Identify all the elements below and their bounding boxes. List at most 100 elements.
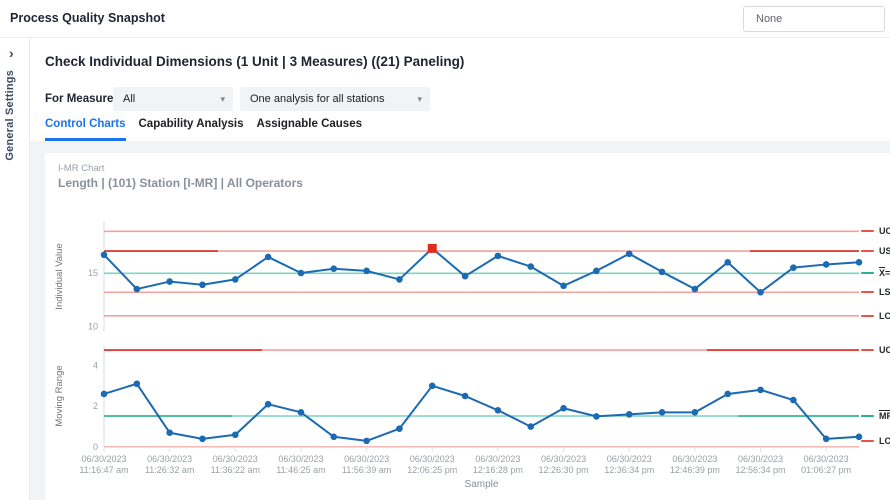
limit-label: USL= — [861, 245, 890, 257]
data-point[interactable] — [527, 263, 535, 270]
limit-dash-icon — [861, 314, 874, 317]
data-point[interactable] — [593, 267, 600, 275]
y-tick-label: 10 — [88, 322, 98, 332]
data-point[interactable] — [133, 285, 141, 293]
data-point[interactable] — [757, 288, 764, 296]
data-point[interactable] — [363, 437, 370, 445]
data-point[interactable] — [494, 406, 502, 414]
data-point[interactable] — [790, 396, 797, 404]
sidebar-collapse-chevron-icon[interactable]: › — [9, 45, 14, 61]
limit-text: LCL= — [879, 436, 890, 446]
data-point[interactable] — [790, 264, 797, 271]
chart-card: I-MR Chart Length | (101) Station [I-MR]… — [45, 153, 890, 500]
data-point[interactable] — [855, 433, 863, 441]
data-point[interactable] — [461, 272, 469, 280]
limit-label: LSL= — [861, 286, 890, 298]
y-tick-label: 4 — [93, 360, 98, 370]
x-tick-time: 11:46:25 am — [276, 465, 325, 475]
data-point[interactable] — [461, 392, 469, 400]
x-tick-time: 11:16:47 am — [79, 465, 128, 475]
measure-dropdown[interactable]: All ▾ — [113, 87, 233, 111]
data-point[interactable] — [264, 253, 272, 261]
header-selector-button[interactable]: None — [743, 6, 885, 32]
limit-label: X= 14 — [861, 267, 890, 279]
data-point[interactable] — [166, 278, 173, 285]
x-tick-date: 06/30/2023 — [410, 454, 455, 464]
tab-bar: Control Charts Capability Analysis Assig… — [45, 118, 362, 141]
data-point[interactable] — [330, 433, 338, 441]
x-tick-time: 12:06:25 pm — [407, 465, 457, 475]
sidebar-item-general-settings[interactable]: General Settings — [4, 70, 16, 161]
data-point[interactable] — [625, 250, 633, 258]
limit-label: UCL= — [861, 344, 890, 356]
limit-dash-icon — [861, 349, 874, 352]
data-point[interactable] — [560, 404, 567, 412]
data-point[interactable] — [330, 265, 338, 273]
limit-text: UCL= — [879, 345, 890, 356]
tab-assignable-causes[interactable]: Assignable Causes — [256, 118, 362, 130]
limit-text: LSL= — [879, 287, 890, 298]
data-point[interactable] — [822, 261, 830, 268]
for-measure-label: For Measure: — [45, 93, 118, 105]
data-point[interactable] — [166, 429, 173, 437]
data-point[interactable] — [691, 409, 699, 416]
out-of-control-marker[interactable] — [427, 243, 437, 253]
data-point[interactable] — [100, 390, 108, 398]
data-point[interactable] — [724, 259, 731, 266]
data-point[interactable] — [363, 267, 370, 275]
series-line — [103, 247, 860, 294]
data-point[interactable] — [494, 252, 502, 260]
data-point[interactable] — [396, 425, 403, 432]
data-point[interactable] — [100, 251, 108, 259]
data-point[interactable] — [428, 382, 436, 390]
y-tick-label: 0 — [93, 442, 98, 452]
data-point[interactable] — [724, 390, 731, 398]
analysis-dropdown[interactable]: One analysis for all stations ▾ — [240, 87, 430, 111]
data-point[interactable] — [691, 285, 699, 293]
measure-dropdown-value: All — [123, 93, 136, 105]
data-point[interactable] — [527, 423, 535, 430]
data-point[interactable] — [658, 268, 666, 276]
y-tick-label: 2 — [93, 401, 98, 411]
control-charts-svg: 15 10 Individual Value 4 2 0 Moving Range 06/30… — [54, 222, 863, 490]
x-tick-date: 06/30/2023 — [81, 454, 126, 464]
limit-dash-icon — [861, 272, 874, 275]
data-point[interactable] — [133, 380, 141, 388]
data-point[interactable] — [658, 409, 666, 416]
x-tick-date: 06/30/2023 — [278, 454, 323, 464]
data-point[interactable] — [396, 276, 403, 283]
chart-kind-label: I-MR Chart — [58, 163, 105, 174]
data-point[interactable] — [822, 435, 830, 443]
data-point[interactable] — [199, 435, 206, 443]
data-point[interactable] — [232, 431, 239, 439]
data-point[interactable] — [560, 282, 567, 290]
tab-capability-analysis[interactable]: Capability Analysis — [138, 118, 244, 130]
controls-panel: Check Individual Dimensions (1 Unit | 3 … — [30, 38, 890, 141]
limit-label: MR= 1 — [861, 410, 890, 422]
data-point[interactable] — [297, 269, 305, 277]
sidebar: › General Settings — [0, 38, 30, 500]
data-point[interactable] — [199, 281, 206, 289]
y-axis-title: Individual Value — [54, 243, 65, 309]
data-point[interactable] — [297, 409, 305, 416]
limit-dash-icon — [861, 250, 874, 253]
chevron-down-icon: ▾ — [220, 94, 225, 104]
x-tick-time: 12:36:34 pm — [604, 465, 654, 475]
x-tick-time: 11:26:32 am — [145, 465, 194, 475]
data-point[interactable] — [593, 413, 600, 420]
data-point[interactable] — [625, 411, 633, 418]
x-tick-date: 06/30/2023 — [607, 454, 652, 464]
data-point[interactable] — [264, 400, 272, 408]
limit-text: MR= 1 — [879, 410, 890, 421]
limit-dash-icon — [861, 230, 874, 233]
left-gutter — [30, 141, 45, 500]
x-tick-date: 06/30/2023 — [475, 454, 520, 464]
x-tick-time: 12:16:28 pm — [473, 465, 523, 475]
data-point[interactable] — [757, 386, 764, 394]
data-point[interactable] — [855, 259, 863, 266]
limit-text: X= 14 — [879, 268, 890, 279]
limit-dash-icon — [861, 440, 874, 442]
data-point[interactable] — [232, 276, 239, 283]
tab-control-charts[interactable]: Control Charts — [45, 118, 126, 141]
